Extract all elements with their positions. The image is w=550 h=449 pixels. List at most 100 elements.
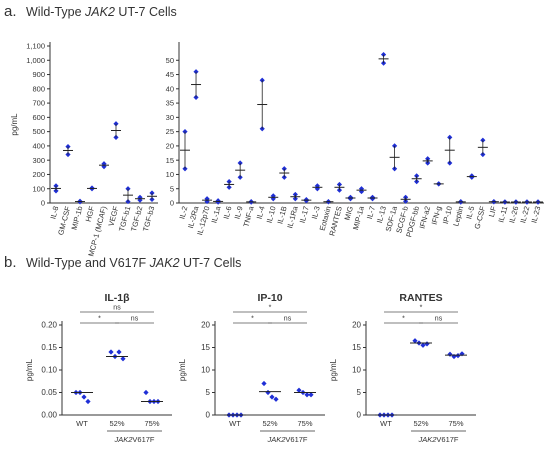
y-tick-label: 0 (357, 411, 362, 420)
x-tick-label: 75% (144, 419, 159, 428)
panel-a-letter: a. (4, 3, 17, 20)
x-tick-label: IL-7 (365, 205, 377, 220)
y-tick-label: 500 (32, 127, 45, 136)
y-tick-label: 0 (170, 199, 174, 208)
data-point (369, 196, 376, 202)
significance-label: * (98, 316, 101, 323)
y-tick-label: 900 (32, 70, 45, 79)
group-label: JAK2V617F (113, 435, 154, 444)
y-tick-label: 15 (201, 343, 210, 352)
y-tick-label: 15 (352, 343, 361, 352)
y-axis-label: pg/mL (25, 358, 34, 381)
y-tick-label: 1,000 (26, 56, 45, 65)
y-tick-label: 20 (201, 321, 210, 330)
x-tick-label: 52% (413, 419, 428, 428)
data-point (447, 351, 453, 357)
x-tick-label: WT (229, 419, 241, 428)
x-tick-label: 52% (109, 419, 124, 428)
data-point (85, 398, 91, 405)
y-tick-label: 5 (206, 388, 211, 397)
y-tick-label: 45 (166, 70, 174, 79)
data-point (296, 387, 302, 393)
data-point (116, 349, 122, 355)
data-point (182, 129, 188, 135)
y-tick-label: 0.00 (41, 411, 57, 420)
data-point (469, 174, 475, 180)
data-point (120, 356, 126, 362)
y-tick-label: 0 (41, 199, 45, 208)
chart-a-left: 0 100 200 300 400 500 600 700 800 900 1,000 1,100 pg… (10, 42, 158, 257)
significance-label: * (420, 305, 423, 312)
chart-b-il1b: 0.00 0.05 0.10 0.15 0.20 pg/mL WT 52% 75% IL-1β * n… (25, 292, 172, 444)
data-point (269, 394, 275, 400)
y-tick-label: 15 (166, 156, 174, 165)
y-tick-label: 1,100 (26, 42, 45, 51)
x-tick-label: 75% (448, 419, 463, 428)
y-tick-label: 0 (206, 411, 211, 420)
y-axis-label: pg/mL (178, 358, 187, 381)
y-tick-label: 300 (32, 156, 45, 165)
x-tick-label: IL-2 (177, 205, 189, 220)
group-label: JAK2V617F (417, 435, 458, 444)
significance-label: * (269, 305, 272, 312)
y-tick-label: 30 (166, 113, 174, 122)
x-tick-label: WT (380, 419, 392, 428)
y-tick-label: 40 (166, 84, 174, 93)
y-tick-label: 600 (32, 113, 45, 122)
data-point (412, 338, 418, 344)
y-tick-label: 100 (32, 184, 45, 193)
panel-b-letter: b. (4, 254, 17, 271)
significance-label: ns (435, 316, 443, 323)
x-tick-label: IL-4 (255, 205, 267, 220)
data-point (308, 392, 314, 398)
data-point (81, 394, 87, 400)
data-point (425, 160, 431, 166)
y-tick-label: 25 (166, 127, 174, 136)
x-tick-label: IL-13 (375, 205, 388, 224)
panel-a-title: Wild-Type JAK2 UT-7 Cells (26, 5, 177, 19)
significance-label: * (402, 316, 405, 323)
y-tick-label: 10 (201, 366, 210, 375)
y-tick-label: 10 (352, 366, 361, 375)
y-tick-label: 800 (32, 84, 45, 93)
x-tick-label: LIF (487, 205, 499, 218)
significance-label: ns (113, 305, 121, 312)
data-point (304, 392, 310, 398)
group-label: JAK2V617F (266, 435, 307, 444)
data-point (273, 396, 279, 402)
data-point (424, 341, 430, 347)
x-tick-label: HGF (84, 205, 97, 223)
x-tick-label: IL-22 (518, 205, 531, 224)
chart-title: IP-10 (257, 292, 282, 304)
x-tick-label: IL-1a (209, 204, 222, 224)
y-tick-label: 5 (170, 184, 174, 193)
data-point (414, 173, 420, 179)
x-tick-label: 75% (297, 419, 312, 428)
y-tick-label: 35 (166, 99, 174, 108)
data-point (303, 198, 309, 204)
y-tick-label: 20 (352, 321, 361, 330)
data-point (261, 380, 267, 387)
data-point (143, 389, 149, 396)
x-tick-label: 52% (262, 419, 277, 428)
data-point (347, 196, 354, 202)
data-point (420, 342, 426, 348)
data-point (215, 199, 221, 205)
y-tick-label: 0.10 (41, 366, 57, 375)
data-point (125, 186, 131, 192)
y-tick-label: 400 (32, 142, 45, 151)
y-tick-label: 200 (32, 170, 45, 179)
y-tick-label: 20 (166, 142, 174, 151)
x-tick-label: MIG (343, 205, 355, 221)
chart-title: IL-1β (104, 292, 130, 304)
y-axis-label: pg/mL (329, 358, 338, 381)
x-tick-label: IL-5 (464, 205, 476, 220)
x-tick-label: IL-10 (265, 205, 278, 224)
y-tick-label: 700 (32, 99, 45, 108)
x-tick-label: IL-23 (529, 205, 542, 224)
data-point (53, 188, 59, 194)
y-tick-label: 0.05 (41, 388, 57, 397)
